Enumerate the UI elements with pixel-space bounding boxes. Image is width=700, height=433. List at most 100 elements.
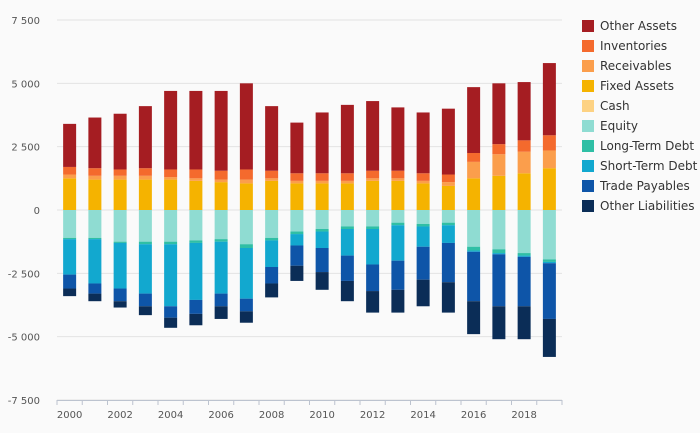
bar-segment: [366, 101, 380, 171]
bar-segment: [113, 241, 127, 243]
bar-segment: [391, 289, 405, 313]
bar-segment: [366, 180, 380, 210]
bar-segment: [265, 170, 279, 179]
bar-segment: [391, 107, 405, 171]
bar-segment: [290, 245, 304, 266]
bar-segment: [366, 170, 380, 179]
bar-segment: [63, 174, 77, 179]
bar-segment: [189, 210, 203, 241]
bar-segment: [113, 242, 127, 289]
gridlines: [57, 19, 562, 401]
x-tick-label: 2010: [309, 410, 334, 421]
bar-segment: [290, 234, 304, 246]
bar-segment: [492, 175, 506, 210]
bar-segment: [416, 183, 430, 210]
bar-segment: [542, 318, 556, 357]
bar-segment: [88, 210, 102, 238]
bar-segment: [366, 178, 380, 181]
bar-segment: [113, 288, 127, 302]
bar-segment: [416, 210, 430, 224]
legend-item[interactable]: Short-Term Debt: [582, 156, 697, 176]
bar-segment: [340, 183, 354, 210]
bar-segment: [239, 169, 253, 180]
bar-segment: [189, 242, 203, 300]
bar-segment: [88, 237, 102, 240]
bar-segment: [88, 239, 102, 284]
legend-item[interactable]: Other Assets: [582, 16, 697, 36]
bar-segment: [138, 106, 152, 169]
bar-segment: [214, 293, 228, 307]
bar-segment: [391, 222, 405, 226]
bars: [63, 63, 556, 357]
legend: Other Assets Inventories Receivables Fixed …: [582, 16, 697, 216]
bar-segment: [441, 222, 455, 226]
bar-segment: [416, 180, 430, 184]
y-tick-label: -7 500: [8, 396, 40, 407]
legend-item[interactable]: Trade Payables: [582, 176, 697, 196]
legend-item[interactable]: Equity: [582, 116, 697, 136]
bar-segment: [290, 210, 304, 232]
legend-label: Other Liabilities: [600, 199, 695, 213]
bar-segment: [138, 241, 152, 245]
legend-swatch: [582, 200, 594, 212]
bar-segment: [467, 210, 481, 247]
bar-segment: [164, 169, 178, 178]
bar-segment: [416, 279, 430, 307]
legend-item[interactable]: Fixed Assets: [582, 76, 697, 96]
y-tick-label: 0: [34, 206, 40, 217]
bar-segment: [63, 274, 77, 289]
bar-segment: [517, 255, 531, 257]
legend-item[interactable]: Other Liabilities: [582, 196, 697, 216]
legend-swatch: [582, 120, 594, 132]
bar-segment: [189, 169, 203, 179]
legend-swatch: [582, 40, 594, 52]
bar-segment: [315, 173, 329, 181]
bar-segment: [138, 179, 152, 210]
bar-segment: [113, 301, 127, 308]
bar-segment: [88, 283, 102, 294]
legend-item[interactable]: Long-Term Debt: [582, 136, 697, 156]
bar-segment: [441, 210, 455, 223]
bar-segment: [492, 210, 506, 250]
bar-segment: [467, 161, 481, 179]
bar-segment: [315, 248, 329, 273]
bar-segment: [517, 82, 531, 141]
x-tick-label: 2000: [57, 410, 82, 421]
legend-swatch: [582, 160, 594, 172]
bar-segment: [113, 175, 127, 180]
bar-segment: [63, 178, 77, 210]
y-tick-label: 5 000: [11, 79, 40, 90]
bar-segment: [315, 180, 329, 184]
x-tick-label: 2002: [107, 410, 132, 421]
bar-segment: [239, 311, 253, 323]
x-tick-label: 2006: [208, 410, 233, 421]
bar-segment: [441, 182, 455, 186]
bar-segment: [416, 112, 430, 174]
legend-label: Trade Payables: [600, 179, 690, 193]
bar-segment: [164, 90, 178, 170]
bar-segment: [138, 306, 152, 316]
bar-segment: [138, 175, 152, 180]
bar-segment: [315, 229, 329, 232]
bar-segment: [542, 263, 556, 319]
bar-segment: [239, 179, 253, 184]
legend-swatch: [582, 140, 594, 152]
bar-segment: [315, 183, 329, 210]
legend-item[interactable]: Cash: [582, 96, 697, 116]
bar-segment: [88, 117, 102, 169]
bar-segment: [113, 179, 127, 210]
legend-item[interactable]: Receivables: [582, 56, 697, 76]
bar-segment: [391, 170, 405, 179]
bar-segment: [416, 173, 430, 181]
legend-swatch: [582, 100, 594, 112]
bar-segment: [214, 210, 228, 240]
legend-item[interactable]: Inventories: [582, 36, 697, 56]
bar-segment: [239, 248, 253, 299]
bar-segment: [265, 180, 279, 210]
bar-segment: [63, 166, 77, 175]
bar-segment: [138, 293, 152, 307]
bar-segment: [492, 83, 506, 145]
bar-segment: [164, 179, 178, 210]
bar-segment: [138, 210, 152, 242]
bar-segment: [340, 173, 354, 181]
